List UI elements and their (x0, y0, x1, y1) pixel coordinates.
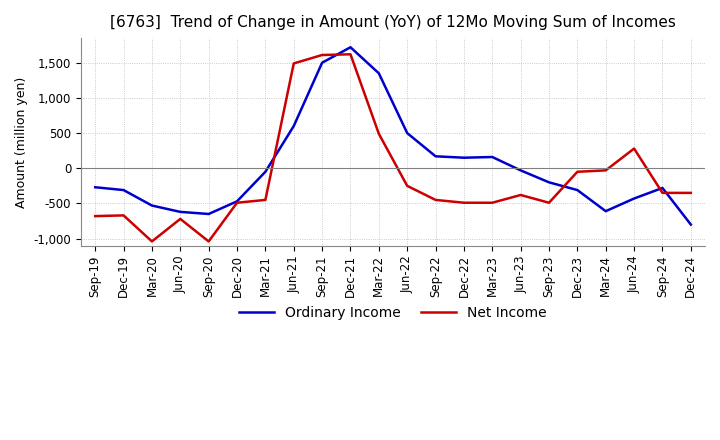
Ordinary Income (601, 209, 610, 214)
Net Income (204, 239, 213, 244)
Net Income (545, 200, 554, 205)
Net Income (431, 197, 440, 202)
Line: Ordinary Income: Ordinary Income (95, 47, 690, 224)
Title: [6763]  Trend of Change in Amount (YoY) of 12Mo Moving Sum of Incomes: [6763] Trend of Change in Amount (YoY) o… (110, 15, 676, 30)
Ordinary Income (233, 199, 241, 204)
Net Income (459, 200, 468, 205)
Ordinary Income (374, 71, 383, 76)
Net Income (176, 216, 184, 222)
Net Income (488, 200, 497, 205)
Ordinary Income (488, 154, 497, 160)
Ordinary Income (346, 44, 355, 50)
Net Income (346, 51, 355, 57)
Ordinary Income (318, 60, 326, 66)
Ordinary Income (91, 185, 99, 190)
Ordinary Income (289, 123, 298, 128)
Ordinary Income (431, 154, 440, 159)
Net Income (148, 239, 156, 244)
Line: Net Income: Net Income (95, 54, 690, 242)
Ordinary Income (204, 211, 213, 216)
Ordinary Income (261, 169, 270, 174)
Net Income (573, 169, 582, 174)
Ordinary Income (516, 168, 525, 173)
Net Income (233, 200, 241, 205)
Ordinary Income (630, 196, 639, 201)
Ordinary Income (686, 222, 695, 227)
Net Income (318, 52, 326, 58)
Ordinary Income (403, 130, 412, 136)
Net Income (601, 168, 610, 173)
Ordinary Income (120, 187, 128, 193)
Ordinary Income (148, 203, 156, 208)
Net Income (403, 183, 412, 188)
Net Income (374, 131, 383, 136)
Net Income (686, 190, 695, 195)
Net Income (289, 61, 298, 66)
Ordinary Income (573, 187, 582, 193)
Net Income (91, 213, 99, 219)
Ordinary Income (545, 180, 554, 185)
Legend: Ordinary Income, Net Income: Ordinary Income, Net Income (233, 301, 552, 326)
Net Income (658, 190, 667, 195)
Ordinary Income (176, 209, 184, 215)
Ordinary Income (459, 155, 468, 160)
Y-axis label: Amount (million yen): Amount (million yen) (15, 76, 28, 208)
Net Income (516, 192, 525, 198)
Net Income (630, 146, 639, 151)
Net Income (120, 213, 128, 218)
Ordinary Income (658, 185, 667, 191)
Net Income (261, 197, 270, 202)
